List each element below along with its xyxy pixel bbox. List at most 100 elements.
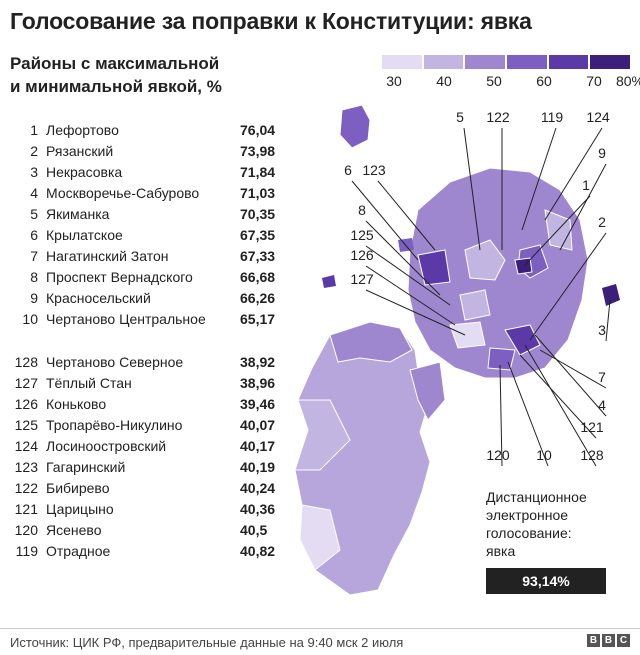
city-district bbox=[459, 289, 491, 321]
district-name: Некрасовка bbox=[46, 164, 123, 180]
remote-voting-value: 93,14% bbox=[486, 568, 606, 594]
district-row: 119 Отрадное 40,82 bbox=[0, 543, 300, 563]
new-moscow-subdistrict bbox=[409, 361, 446, 421]
bbc-logo-block: B bbox=[587, 634, 600, 647]
district-rank: 3 bbox=[30, 164, 38, 180]
district-row: 126 Коньково 39,46 bbox=[0, 396, 300, 416]
district-rank: 6 bbox=[30, 227, 38, 243]
district-row: 4 Москворечье-Сабурово 71,03 bbox=[0, 185, 300, 205]
district-name: Красносельский bbox=[46, 290, 151, 306]
district-name: Проспект Вернадского bbox=[46, 269, 193, 285]
callout-label: 126 bbox=[350, 247, 374, 263]
callout-line bbox=[507, 361, 549, 467]
remote-voting-line-3: голосование: bbox=[486, 525, 572, 541]
moscow-turnout-map: 5 122 119 124 9 6 123 1 8 2 125 126 127 3 7 4 121 120 10 12… bbox=[294, 104, 620, 596]
legend-tick-label: 30 bbox=[386, 73, 402, 89]
callout-line bbox=[521, 127, 557, 231]
district-turnout: 66,26 bbox=[240, 290, 276, 306]
footer-divider bbox=[0, 628, 640, 629]
callout-label: 10 bbox=[536, 447, 552, 463]
callout-label: 7 bbox=[598, 369, 606, 385]
district-row: 128 Чертаново Северное 38,92 bbox=[0, 354, 300, 374]
legend-swatch bbox=[590, 55, 631, 69]
district-turnout: 38,92 bbox=[240, 354, 276, 370]
district-rank: 9 bbox=[30, 290, 38, 306]
callout-line bbox=[499, 364, 503, 467]
district-row: 5 Якиманка 70,35 bbox=[0, 206, 300, 226]
district-turnout: 40,5 bbox=[240, 522, 268, 538]
callout-label: 125 bbox=[350, 227, 374, 243]
callout-label: 127 bbox=[350, 271, 374, 287]
district-row: 3 Некрасовка 71,84 bbox=[0, 164, 300, 184]
district-row: 1 Лефортово 76,04 bbox=[0, 122, 300, 142]
callout-line bbox=[365, 245, 451, 306]
callout-line bbox=[529, 232, 607, 341]
district-rank: 123 bbox=[14, 459, 38, 475]
legend-swatch bbox=[507, 55, 547, 69]
district-rank: 1 bbox=[30, 122, 38, 138]
district-name: Царицыно bbox=[46, 501, 114, 517]
district-name: Ясенево bbox=[46, 522, 102, 538]
callout-line bbox=[351, 180, 419, 261]
district-row: 121 Царицыно 40,36 bbox=[0, 501, 300, 521]
legend-swatch bbox=[382, 55, 422, 69]
legend-tick-label: 80% bbox=[615, 73, 640, 89]
callout-label: 2 bbox=[598, 214, 606, 230]
district-turnout: 38,96 bbox=[240, 375, 276, 391]
callout-label: 5 bbox=[456, 109, 464, 125]
district-rank: 124 bbox=[14, 438, 38, 454]
legend-ticks: 30 40 50 60 70 80% bbox=[382, 73, 640, 93]
district-rank: 5 bbox=[30, 206, 38, 222]
source-note: Источник: ЦИК РФ, предварительные данные… bbox=[10, 635, 404, 650]
city-district bbox=[449, 321, 486, 349]
district-turnout: 67,35 bbox=[240, 227, 276, 243]
callout-line bbox=[463, 127, 481, 251]
district-row: 7 Нагатинский Затон 67,33 bbox=[0, 248, 300, 268]
city-district bbox=[464, 239, 506, 281]
legend-tick-label: 40 bbox=[436, 73, 452, 89]
callout-line bbox=[559, 163, 607, 251]
callout-label: 119 bbox=[541, 109, 564, 125]
bbc-logo-block: C bbox=[617, 634, 630, 647]
callout-label: 128 bbox=[580, 447, 604, 463]
district-turnout: 73,98 bbox=[240, 143, 276, 159]
district-name: Крылатское bbox=[46, 227, 123, 243]
callout-label: 1 bbox=[582, 177, 590, 193]
district-row: 122 Бибирево 40,24 bbox=[0, 480, 300, 500]
callout-label: 3 bbox=[598, 322, 606, 338]
district-turnout: 40,07 bbox=[240, 417, 276, 433]
district-row: 125 Тропарёво-Никулино 40,07 bbox=[0, 417, 300, 437]
district-rank: 127 bbox=[14, 375, 38, 391]
district-name: Тёплый Стан bbox=[46, 375, 132, 391]
district-turnout: 40,17 bbox=[240, 438, 276, 454]
legend-color-bar bbox=[382, 55, 632, 69]
legend-tick-label: 70 bbox=[586, 73, 602, 89]
callout-line bbox=[534, 334, 607, 417]
district-row: 120 Ясенево 40,5 bbox=[0, 522, 300, 542]
district-turnout: 40,24 bbox=[240, 480, 276, 496]
district-turnout: 40,82 bbox=[240, 543, 276, 559]
district-turnout: 40,19 bbox=[240, 459, 276, 475]
district-name: Коньково bbox=[46, 396, 107, 412]
district-row: 2 Рязанский 73,98 bbox=[0, 143, 300, 163]
district-row: 127 Тёплый Стан 38,96 bbox=[0, 375, 300, 395]
legend-tick-label: 60 bbox=[536, 73, 552, 89]
district-name: Москворечье-Сабурово bbox=[46, 185, 200, 201]
exclave bbox=[322, 275, 336, 288]
district-name: Гагаринский bbox=[46, 459, 126, 475]
subtitle-line-2: и минимальной явкой, % bbox=[10, 77, 222, 96]
district-turnout: 71,03 bbox=[240, 185, 276, 201]
district-rank: 8 bbox=[30, 269, 38, 285]
callout-line bbox=[377, 180, 436, 251]
legend-tick-label: 50 bbox=[486, 73, 502, 89]
legend-swatch bbox=[423, 55, 464, 69]
district-rank: 4 bbox=[30, 185, 38, 201]
district-row: 10 Чертаново Центральное 65,17 bbox=[0, 311, 300, 331]
bbc-logo-block: B bbox=[602, 634, 615, 647]
district-rank: 7 bbox=[30, 248, 38, 264]
district-row: 6 Крылатское 67,35 bbox=[0, 227, 300, 247]
callout-label: 120 bbox=[486, 447, 510, 463]
callout-line bbox=[365, 265, 456, 326]
district-rank: 122 bbox=[14, 480, 38, 496]
new-moscow-subdistrict bbox=[299, 504, 341, 571]
